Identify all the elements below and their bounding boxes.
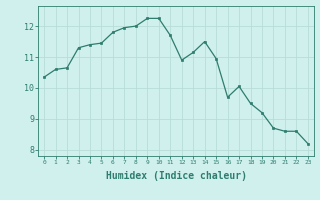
X-axis label: Humidex (Indice chaleur): Humidex (Indice chaleur) [106,171,246,181]
